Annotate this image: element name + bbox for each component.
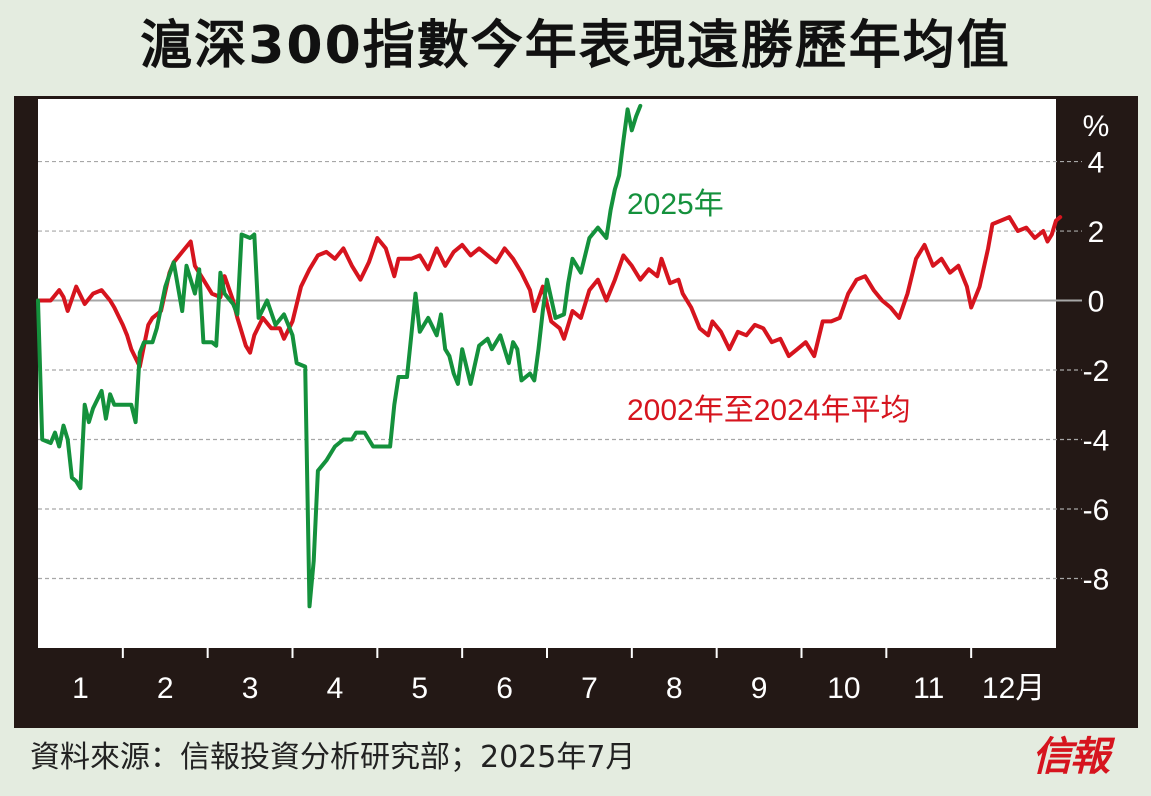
brand-logo: 信報 xyxy=(1032,733,1110,780)
x-tick-labels: 1 2 3 4 5 6 7 8 9 10 11 12月 xyxy=(72,672,1045,705)
x-tick-label: 2 xyxy=(157,672,174,705)
x-tick-marks xyxy=(121,648,973,658)
x-tick-label: 11 xyxy=(913,672,944,705)
series-label-average: 2002年至2024年平均 xyxy=(627,394,910,427)
y-tick-label: -2 xyxy=(1083,355,1110,388)
series-line-average xyxy=(36,215,1063,369)
x-tick-label: 6 xyxy=(496,672,513,705)
grid-lines xyxy=(38,160,1082,580)
y-tick-label: -6 xyxy=(1083,494,1110,527)
x-tick-label: 1 xyxy=(72,672,89,705)
y-tick-label: 0 xyxy=(1088,286,1105,319)
series-lines xyxy=(36,103,1063,609)
series-line-2025 xyxy=(36,103,643,609)
y-tick-label: -8 xyxy=(1083,564,1110,597)
plot-area xyxy=(38,99,1056,648)
y-tick-label: 2 xyxy=(1088,216,1105,249)
y-axis-unit-label: % xyxy=(1083,110,1110,143)
x-tick-label: 8 xyxy=(666,672,683,705)
x-tick-label: 10 xyxy=(827,672,860,705)
x-tick-label: 5 xyxy=(411,672,428,705)
x-tick-label: 9 xyxy=(751,672,768,705)
y-tick-label: -4 xyxy=(1083,425,1110,458)
x-tick-label: 3 xyxy=(242,672,259,705)
x-tick-label: 12月 xyxy=(982,672,1045,705)
footer-source: 資料來源：信報投資分析研究部；2025年7月 xyxy=(30,740,636,775)
y-tick-labels: 4 2 0 -2 -4 -6 -8 xyxy=(1083,147,1110,597)
x-tick-label: 7 xyxy=(581,672,598,705)
x-tick-label: 4 xyxy=(327,672,344,705)
chart-title: 滬深300指數今年表現遠勝歷年均值 xyxy=(140,16,1011,76)
series-label-2025: 2025年 xyxy=(627,188,724,221)
y-tick-label: 4 xyxy=(1088,147,1105,180)
